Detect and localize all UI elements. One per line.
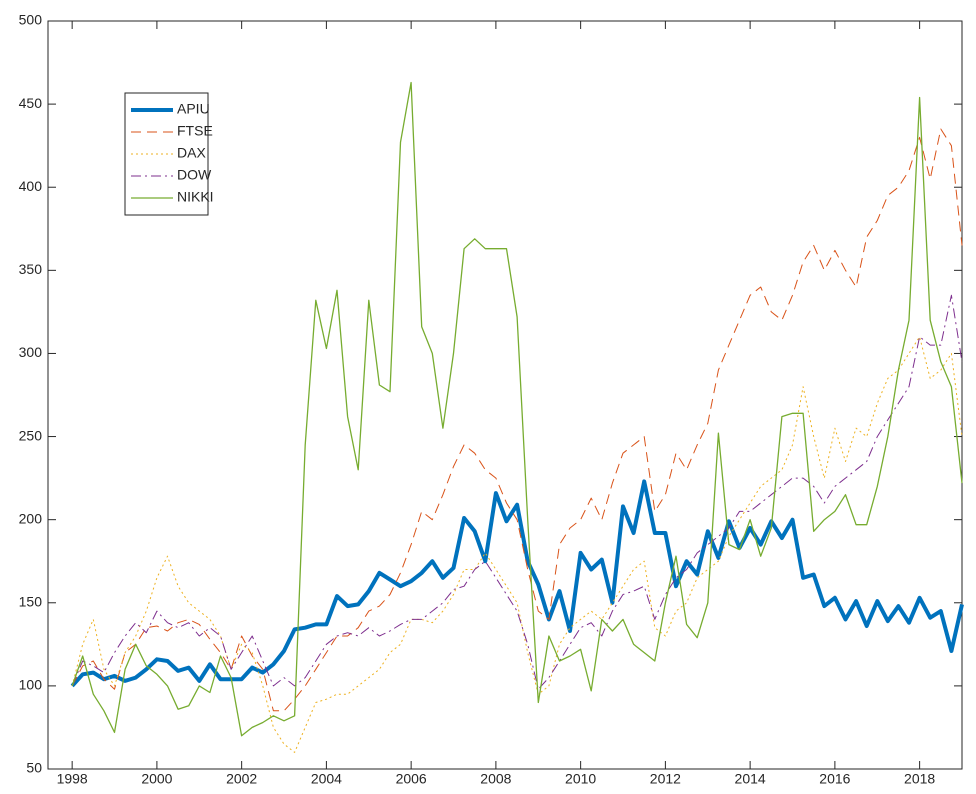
y-tick-label: 500 — [19, 12, 43, 28]
y-tick-label: 300 — [19, 344, 43, 360]
legend: APIU FTSE DAX DOW NIKKI — [124, 92, 214, 216]
y-tick-label: 100 — [19, 677, 43, 693]
x-tick-label: 2004 — [311, 771, 342, 787]
legend-label: DOW — [177, 167, 212, 183]
legend-label: DAX — [177, 145, 206, 161]
y-tick-label: 50 — [26, 760, 42, 776]
series-line — [71, 294, 963, 690]
series-line — [71, 336, 963, 753]
legend-label: NIKKI — [177, 189, 214, 205]
legend-label: FTSE — [177, 123, 213, 139]
legend-label: APIU — [177, 101, 210, 117]
y-tick-label: 450 — [19, 95, 43, 111]
y-tick-label: 250 — [19, 427, 43, 443]
x-tick-label: 2014 — [735, 771, 766, 787]
y-tick-label: 350 — [19, 261, 43, 277]
y-tick-label: 400 — [19, 178, 43, 194]
x-tick-label: 2002 — [226, 771, 257, 787]
x-tick-label: 2016 — [819, 771, 850, 787]
series-line — [70, 479, 964, 688]
y-tick-label: 150 — [19, 593, 43, 609]
x-tick-label: 2000 — [141, 771, 172, 787]
x-tick-label: 2006 — [396, 771, 427, 787]
x-tick-label: 2010 — [565, 771, 596, 787]
x-tick-label: 2012 — [650, 771, 681, 787]
x-tick-label: 2008 — [480, 771, 511, 787]
x-tick-label: 1998 — [57, 771, 88, 787]
y-tick-label: 200 — [19, 510, 43, 526]
x-tick-label: 2018 — [904, 771, 935, 787]
series-line — [71, 81, 963, 737]
series-line — [71, 128, 963, 712]
